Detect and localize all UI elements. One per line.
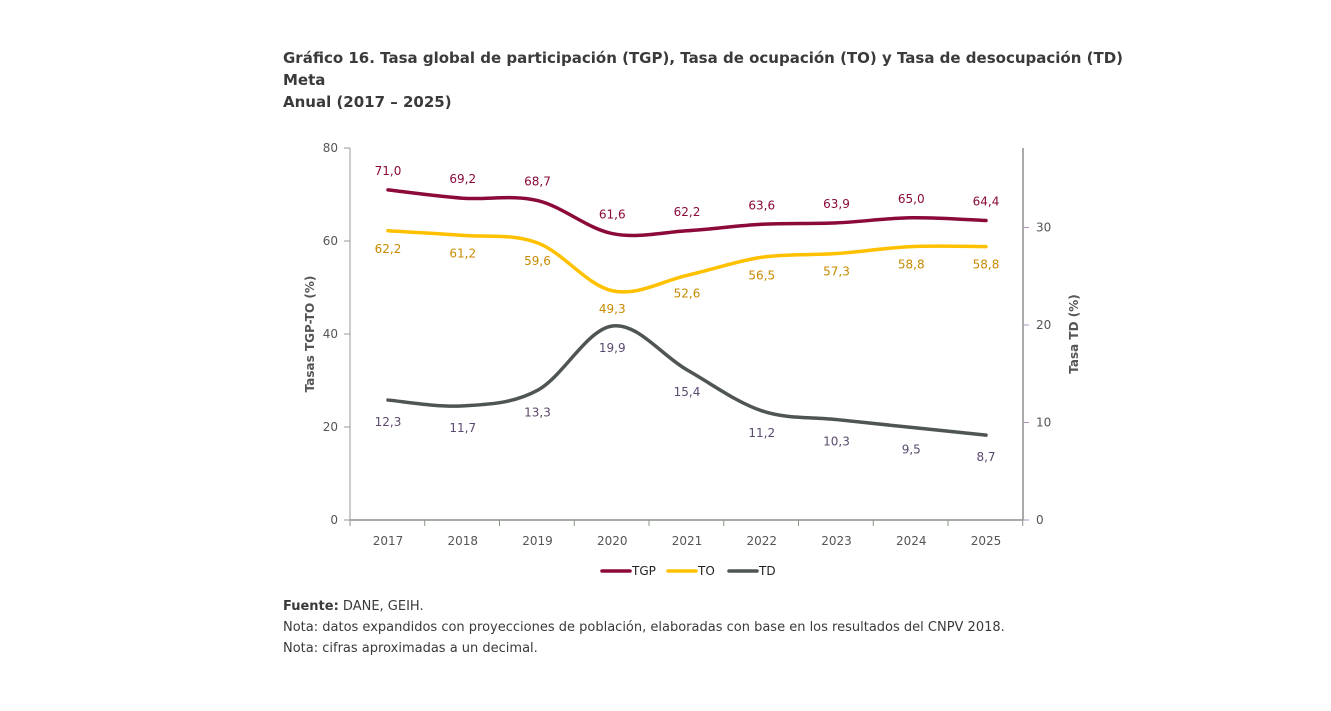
y2-axis-title: Tasa TD (%)	[1067, 294, 1081, 373]
right-tick-label: 10	[1036, 415, 1051, 429]
data-label-to: 62,2	[375, 242, 402, 256]
note-2: Nota: cifras aproximadas a un decimal.	[283, 641, 538, 656]
data-label-to: 56,5	[748, 268, 775, 282]
left-tick-label: 20	[323, 420, 338, 434]
data-label-td: 11,2	[748, 426, 775, 440]
x-tick-label: 2024	[896, 534, 927, 548]
data-label-tgp: 63,9	[823, 197, 850, 211]
x-tick-label: 2025	[971, 534, 1002, 548]
data-label-to: 59,6	[524, 254, 551, 268]
note-1: Nota: datos expandidos con proyecciones …	[283, 620, 1005, 635]
data-label-td: 11,7	[449, 421, 476, 435]
legend-label-td: TD	[758, 564, 776, 578]
source-line: Fuente: DANE, GEIH.	[283, 596, 1005, 617]
data-label-tgp: 63,6	[748, 198, 775, 212]
legend-label-tgp: TGP	[631, 564, 656, 578]
x-tick-label: 2022	[746, 534, 777, 548]
data-label-to: 58,8	[973, 258, 1000, 272]
legend-label-to: TO	[697, 564, 715, 578]
right-tick-label: 0	[1036, 513, 1044, 527]
right-tick-label: 20	[1036, 318, 1051, 332]
x-tick-label: 2017	[373, 534, 404, 548]
data-label-tgp: 62,2	[674, 205, 701, 219]
chart-notes: Fuente: DANE, GEIH. Nota: datos expandid…	[283, 596, 1005, 659]
x-tick-label: 2020	[597, 534, 628, 548]
data-label-to: 49,3	[599, 302, 626, 316]
title-line-3: Anual (2017 – 2025)	[283, 93, 452, 111]
title-line-2: Meta	[283, 71, 326, 89]
data-label-tgp: 69,2	[449, 172, 476, 186]
data-label-to: 57,3	[823, 265, 850, 279]
data-label-to: 52,6	[674, 286, 701, 300]
source-label: Fuente:	[283, 599, 339, 614]
data-label-td: 9,5	[902, 442, 921, 456]
series-line-to	[386, 229, 988, 294]
right-tick-label: 30	[1036, 220, 1051, 234]
source-text: DANE, GEIH.	[338, 599, 424, 614]
data-label-tgp: 61,6	[599, 208, 626, 222]
left-tick-label: 0	[330, 513, 338, 527]
left-tick-label: 80	[323, 141, 338, 155]
x-tick-label: 2019	[522, 534, 553, 548]
data-label-to: 58,8	[898, 258, 925, 272]
y-axis-title: Tasas TGP-TO (%)	[303, 276, 317, 393]
left-tick-label: 40	[323, 327, 338, 341]
data-label-to: 61,2	[449, 246, 476, 260]
data-label-tgp: 65,0	[898, 192, 925, 206]
data-label-td: 19,9	[599, 341, 626, 355]
data-label-td: 13,3	[524, 405, 551, 419]
title-line-1: Gráfico 16. Tasa global de participación…	[283, 49, 1124, 67]
data-label-td: 12,3	[375, 415, 402, 429]
data-label-td: 8,7	[976, 450, 995, 464]
x-tick-label: 2018	[447, 534, 478, 548]
x-tick-label: 2023	[821, 534, 852, 548]
x-tick-label: 2021	[672, 534, 703, 548]
series-line-td	[386, 324, 988, 437]
chart-title: Gráfico 16. Tasa global de participación…	[283, 47, 1123, 113]
data-label-tgp: 68,7	[524, 175, 551, 189]
series-line-tgp	[386, 188, 988, 238]
data-label-td: 10,3	[823, 435, 850, 449]
left-tick-label: 60	[323, 234, 338, 248]
data-label-tgp: 64,4	[973, 195, 1000, 209]
data-label-td: 15,4	[674, 385, 701, 399]
data-label-tgp: 71,0	[375, 164, 402, 178]
